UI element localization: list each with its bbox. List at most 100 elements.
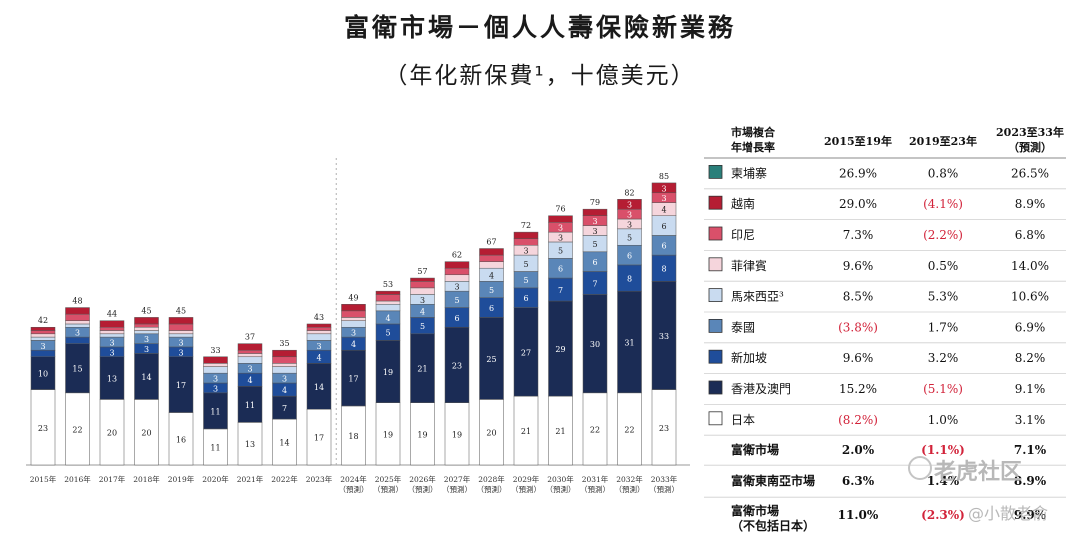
table-cell: 8.2% (1015, 351, 1046, 365)
bar-segment-label: 6 (661, 222, 666, 231)
bar-segment-label: 14 (141, 373, 151, 382)
x-tick-label: 2023年 (306, 474, 333, 484)
table-market-name: 柬埔寨 (731, 165, 767, 180)
table-cell: (8.2%) (838, 413, 878, 427)
table-summary-market: 富衛市場 (731, 442, 779, 457)
bar-segment-label: 3 (661, 184, 666, 193)
bar-segment (272, 349, 297, 358)
x-tick-sublabel: （預測） (580, 484, 610, 494)
bar-segment (99, 320, 125, 328)
bar-segment-label: 3 (144, 345, 149, 354)
x-tick-label: 2025年 (375, 474, 402, 484)
bar-segment-label: 3 (454, 283, 459, 292)
bar-segment-label: 29 (555, 345, 565, 354)
bar-segment-label: 3 (627, 211, 632, 220)
bar-segment-label: 3 (247, 365, 252, 374)
bar-total-label: 53 (383, 280, 393, 289)
bar-segment-label: 17 (176, 381, 186, 390)
bar-segment-label: 23 (38, 424, 48, 433)
bar-segment-label: 6 (592, 258, 597, 267)
bar-segment-label: 19 (383, 430, 393, 439)
table-cell: 1.0% (928, 413, 959, 427)
bar-segment-label: 3 (627, 201, 632, 210)
x-tick-label: 2021年 (237, 474, 264, 484)
bar-segment (30, 389, 56, 466)
bar-total-label: 43 (314, 313, 324, 322)
bar-segment-label: 4 (351, 340, 356, 349)
bar-total-label: 42 (38, 316, 48, 325)
bar-segment-label: 5 (385, 329, 390, 338)
bar-total-label: 62 (452, 251, 462, 260)
bar-segment (513, 307, 539, 397)
x-tick-label: 2026年 (409, 474, 436, 484)
bar-segment-label: 4 (385, 314, 390, 323)
table-cell: 8.9% (1015, 197, 1046, 211)
bar-segment (168, 356, 194, 413)
legend-swatch (708, 288, 723, 303)
bar-segment-label: 5 (558, 247, 563, 256)
bar-segment-label: 3 (523, 247, 528, 256)
bar-segment-label: 7 (282, 404, 287, 413)
bar-segment (65, 307, 90, 315)
x-tick-label: 2015年 (30, 474, 57, 484)
bar-segment-label: 22 (624, 425, 634, 434)
bar-segment-label: 3 (282, 375, 287, 384)
bar-total-label: 33 (210, 346, 220, 355)
bar-segment-label: 4 (420, 307, 425, 316)
bar-segment (513, 231, 539, 239)
bar-segment-label: 11 (210, 407, 220, 416)
bar-segment-label: 5 (420, 322, 425, 331)
table-header: 2019至23年 (909, 134, 977, 148)
bar-segment-label: 3 (75, 329, 80, 338)
x-tick-label: 2020年 (202, 474, 229, 484)
bar-segment (548, 300, 573, 397)
bar-segment (65, 392, 90, 466)
table-cell: 6.8% (1015, 228, 1046, 242)
bar-segment-label: 5 (592, 240, 597, 249)
bar-segment (582, 392, 608, 466)
table-cell: 7.3% (843, 228, 874, 242)
table-cell: 9.6% (843, 259, 874, 273)
bar-segment-label: 21 (417, 365, 427, 374)
table-cell: (3.8%) (838, 320, 878, 334)
legend-swatch (708, 380, 723, 395)
page-title: 富衛市場－個人人壽保險新業務 (343, 13, 736, 42)
bar-total-label: 44 (107, 310, 117, 319)
bar-segment-label: 3 (144, 335, 149, 344)
table-cell: 26.9% (839, 166, 877, 180)
bar-segment-label: 11 (210, 443, 220, 452)
bar-segment-label: 22 (590, 425, 600, 434)
legend-swatch (708, 411, 723, 426)
bar-segment-label: 6 (661, 242, 666, 251)
bar-segment (306, 408, 332, 466)
legend-swatch (708, 195, 723, 210)
bar-segment-label: 33 (659, 332, 669, 341)
table-cell: 26.5% (1011, 166, 1049, 180)
stacked-bar-chart: 23103422015年22153482016年201333442017年201… (26, 158, 690, 494)
bar-segment-label: 8 (627, 275, 632, 284)
table-summary-cell: 1.4% (927, 474, 960, 488)
bar-segment (410, 333, 435, 403)
x-tick-sublabel: （預測） (546, 484, 576, 494)
table-cell: 0.5% (928, 259, 959, 273)
bar-segment-label: 10 (38, 370, 48, 379)
bar-segment-label: 13 (245, 440, 255, 449)
bar-segment-label: 3 (592, 217, 597, 226)
bar-segment (444, 261, 470, 269)
bar-segment (237, 422, 263, 466)
table-market-name: 日本 (731, 413, 755, 427)
bar-segment-label: 8 (661, 265, 666, 274)
bar-segment-label: 5 (523, 276, 528, 285)
bar-segment-label: 3 (558, 224, 563, 233)
x-tick-sublabel: （預測） (442, 484, 472, 494)
x-tick-sublabel: （預測） (408, 484, 438, 494)
bar-segment-label: 17 (348, 375, 358, 384)
table-cell: 3.1% (1015, 413, 1046, 427)
table-cell: 10.6% (1011, 290, 1049, 304)
x-tick-label: 2024年 (340, 474, 367, 484)
bar-segment-label: 4 (316, 353, 321, 362)
bar-segment (444, 402, 470, 466)
table-cell: 9.1% (1015, 382, 1046, 396)
table-summary-cell: 2.0% (842, 443, 875, 457)
bar-segment-label: 22 (72, 425, 82, 434)
